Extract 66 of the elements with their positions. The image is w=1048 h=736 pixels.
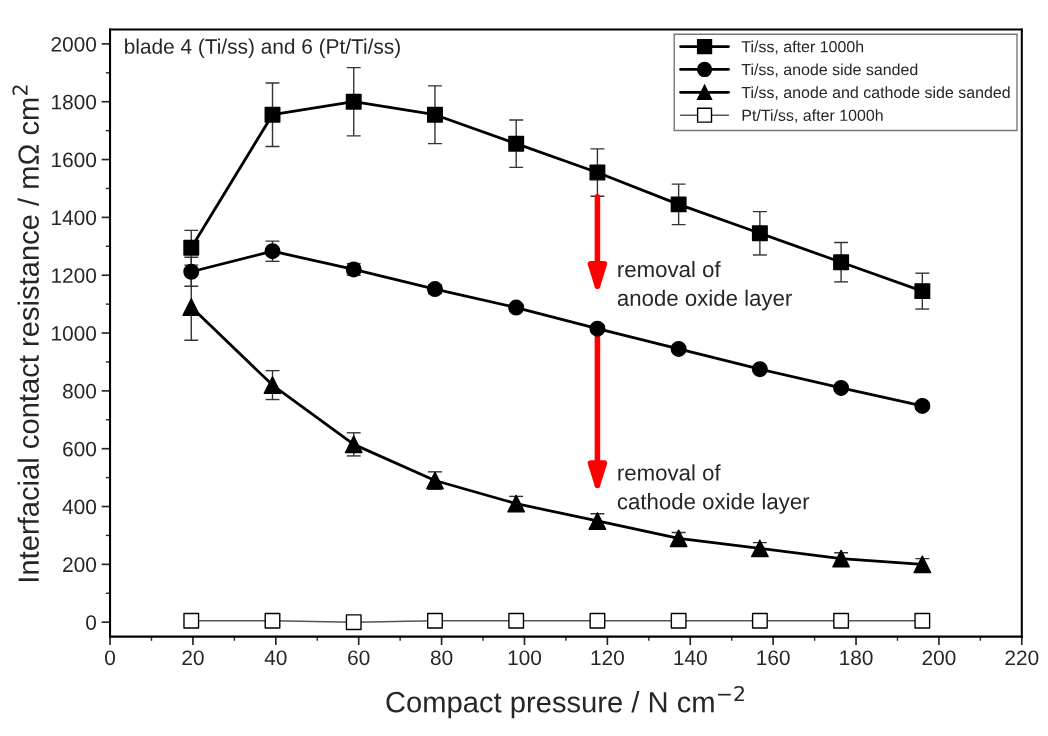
y-tick-label: 1400	[52, 210, 97, 226]
point	[751, 225, 768, 242]
y-tick-label: 1200	[52, 268, 97, 283]
point	[914, 397, 931, 414]
point	[508, 612, 525, 629]
point	[832, 549, 851, 568]
point	[913, 555, 932, 574]
point	[833, 612, 850, 629]
x-tick-label: 0	[105, 650, 116, 666]
point	[750, 539, 769, 558]
annotation: blade 4 (Ti/ss) and 6 (Pt/Ti/ss)	[125, 38, 400, 58]
y-tick-label: 1000	[52, 326, 97, 341]
x-tick-label: 80	[430, 650, 453, 666]
point	[833, 379, 850, 396]
point	[183, 263, 200, 280]
x-tick-label: 140	[674, 650, 707, 666]
point	[914, 612, 931, 629]
point	[589, 612, 606, 629]
point	[264, 106, 281, 123]
x-tick-label: 200	[922, 650, 956, 666]
point	[183, 239, 200, 256]
legend-label: Ti/ss, anode and cathode side sanded	[741, 86, 1010, 100]
y-tick-label: 0	[86, 615, 97, 630]
x-tick-label: 100	[508, 650, 542, 666]
point	[426, 106, 443, 123]
point	[345, 93, 362, 110]
y-tick-label: 1600	[52, 152, 97, 168]
point	[264, 612, 281, 629]
point	[670, 612, 687, 629]
point	[508, 299, 525, 316]
point	[589, 320, 606, 337]
legend-label: Ti/ss, anode side sanded	[741, 63, 918, 78]
x-tick-label: 120	[591, 650, 624, 666]
point	[508, 135, 525, 152]
y-tick-label: 2000	[51, 36, 97, 52]
x-tick-label: 180	[840, 650, 873, 666]
point	[833, 254, 850, 271]
point	[426, 612, 443, 629]
annotation: removal of anode oxide layer	[617, 260, 792, 311]
x-axis-title: Compact pressure / N cm$^{−2}$	[386, 685, 744, 719]
legend-label: Ti/ss, after 1000h	[741, 40, 864, 55]
y-tick-label: 600	[63, 441, 97, 457]
y-axis-title: Interfacial contact resistance / mΩ cm$^{2}$	[12, 85, 39, 582]
point	[263, 376, 282, 394]
point	[183, 612, 200, 629]
annotation: removal of cathode oxide layer	[617, 464, 810, 514]
point	[669, 529, 688, 548]
x-tick-label: 60	[348, 650, 370, 666]
point	[670, 340, 687, 357]
point	[914, 283, 931, 300]
point	[670, 196, 687, 213]
point	[345, 614, 362, 631]
legend-label: Pt/Ti/ss, after 1000h	[742, 109, 883, 123]
y-tick-label: 1800	[52, 94, 97, 110]
point	[751, 361, 768, 378]
x-tick-label: 160	[757, 650, 790, 666]
point	[588, 512, 607, 530]
point	[751, 612, 768, 629]
x-tick-label: 20	[182, 650, 204, 666]
y-tick-label: 800	[62, 383, 97, 399]
point	[589, 164, 606, 181]
x-tick-label: 220	[1005, 650, 1039, 666]
y-tick-label: 400	[62, 499, 97, 515]
x-tick-label: 40	[264, 650, 287, 666]
y-tick-label: 200	[63, 557, 97, 573]
point	[182, 298, 201, 316]
